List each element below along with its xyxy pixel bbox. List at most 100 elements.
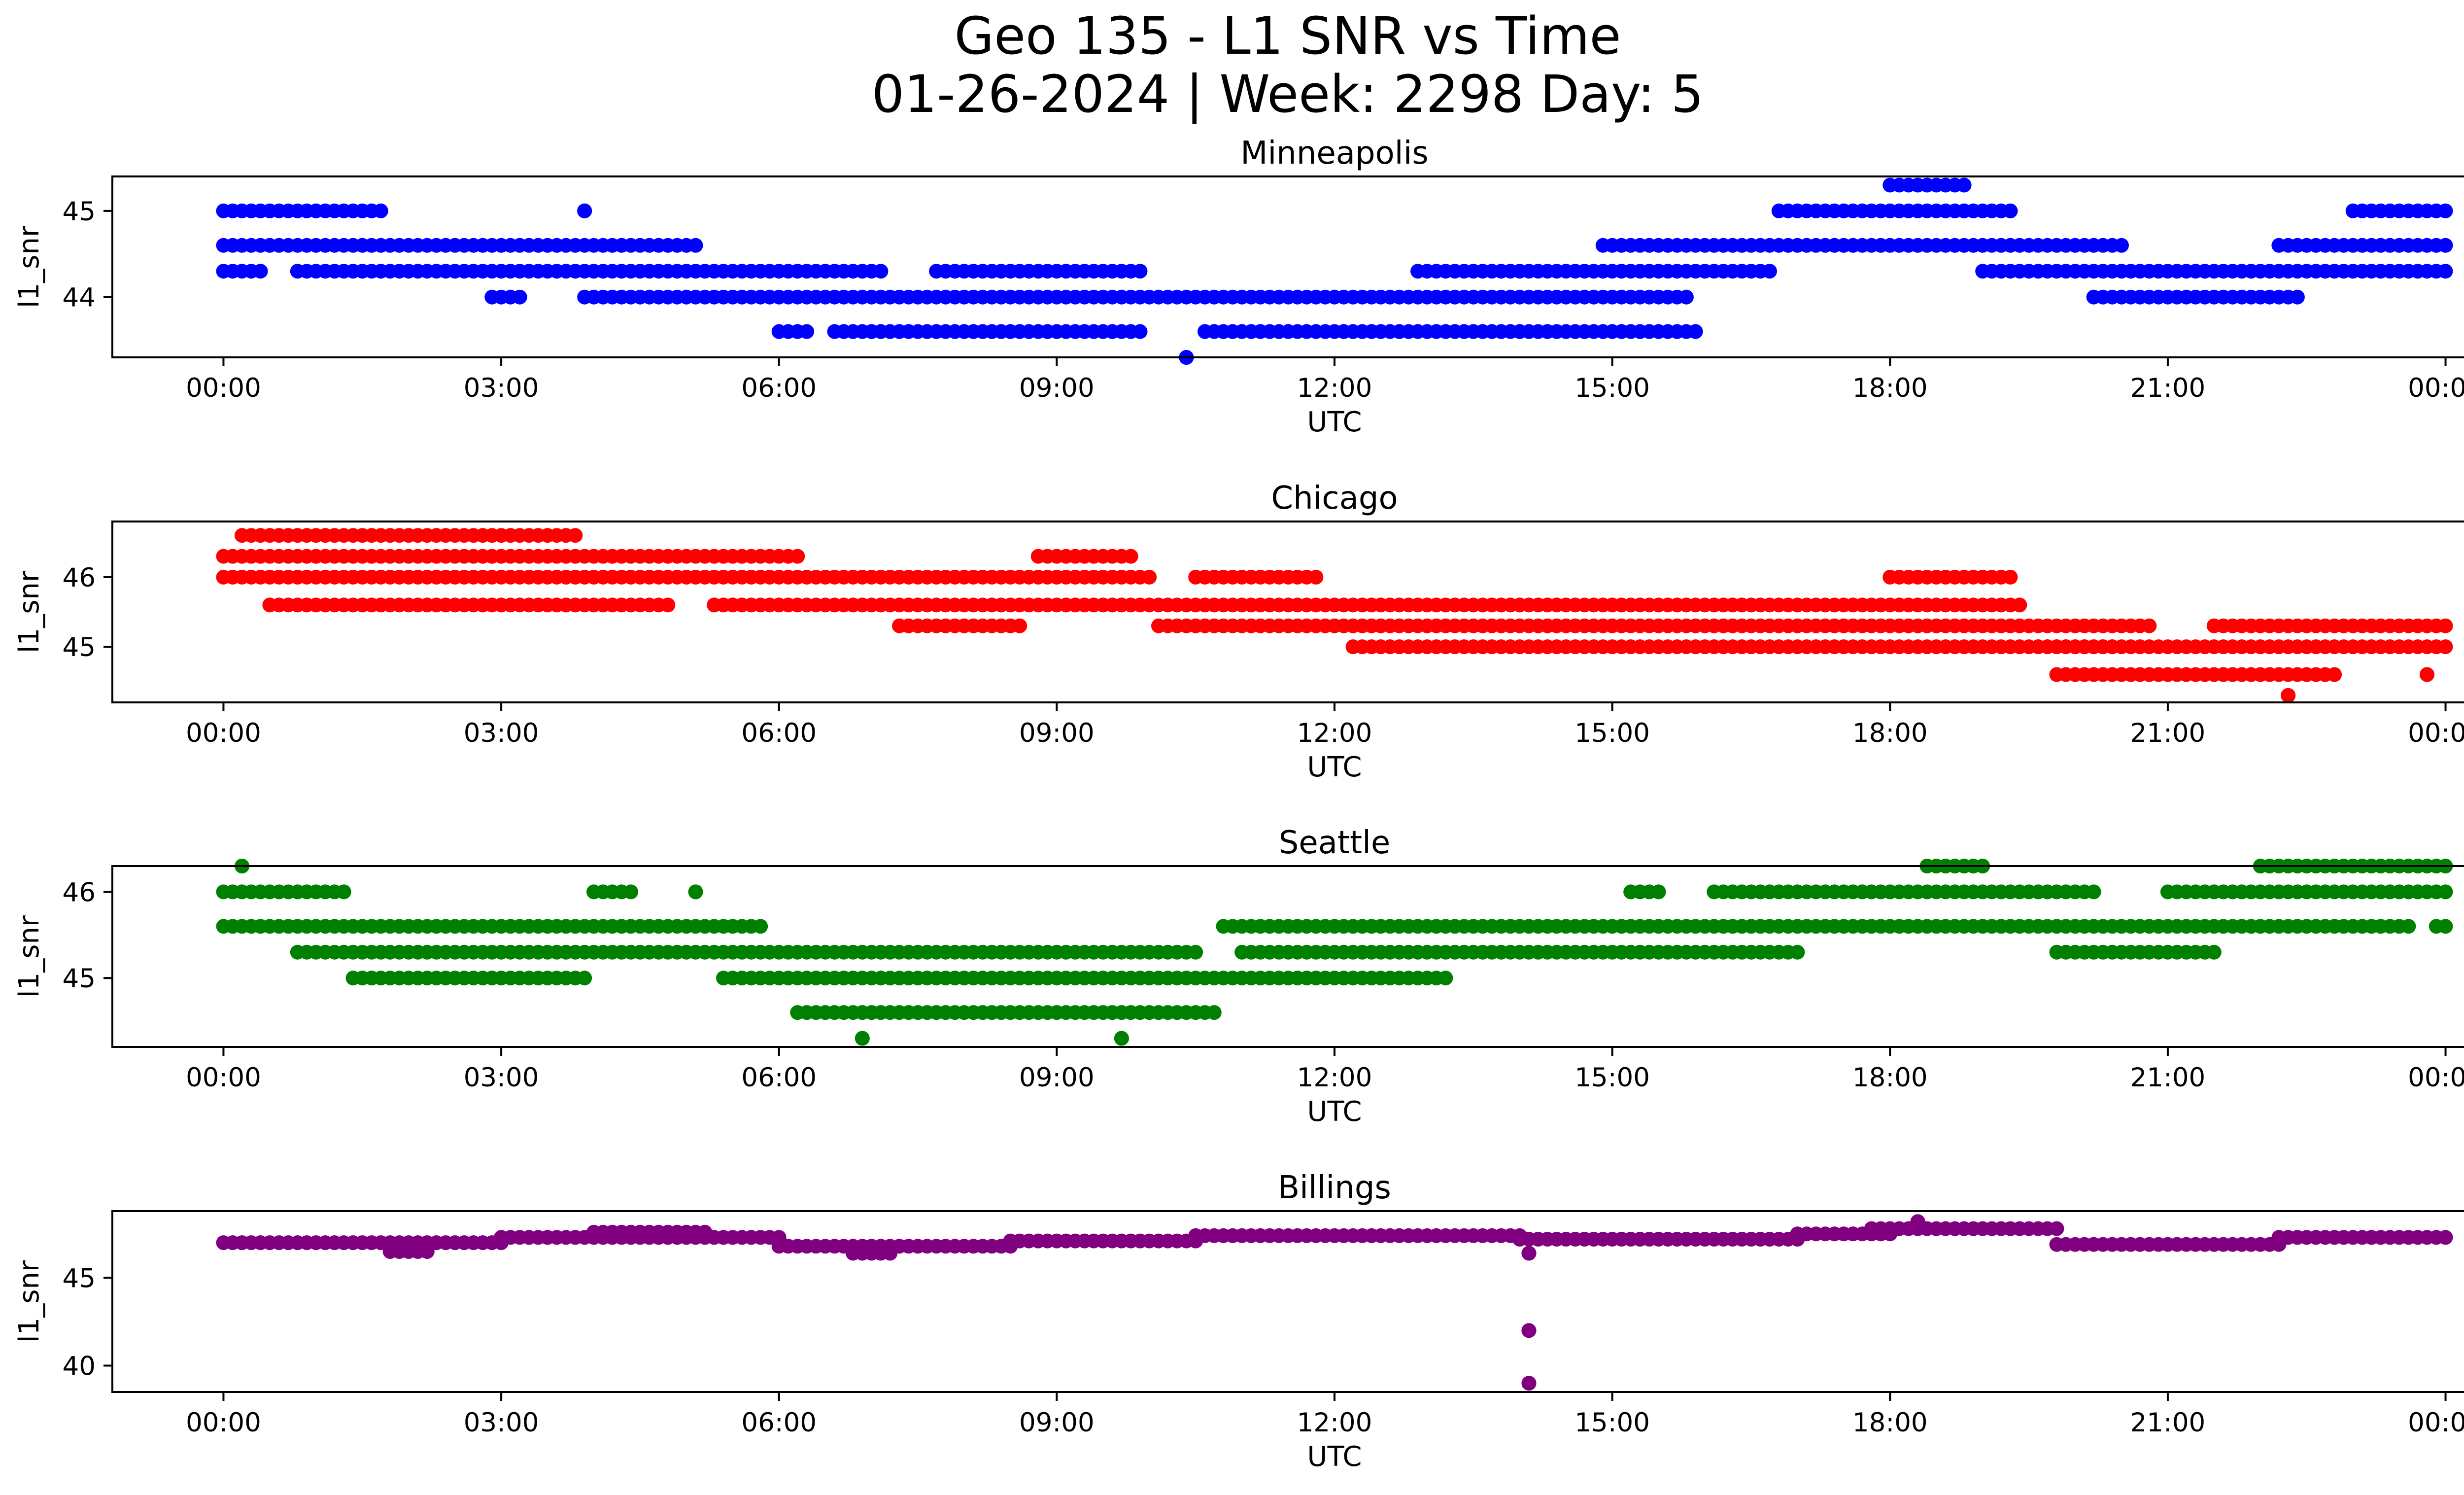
data-point: [1188, 944, 1203, 960]
data-point: [419, 1244, 435, 1259]
data-point: [697, 1224, 713, 1240]
data-point: [1688, 324, 1703, 339]
x-tick-label: 09:00: [1019, 373, 1095, 403]
data-point: [883, 1246, 898, 1261]
scatter-points: [216, 177, 2453, 365]
data-point: [336, 884, 351, 900]
x-tick-label: 15:00: [1574, 373, 1650, 403]
x-tick-label: 12:00: [1297, 1408, 1372, 1438]
x-tick-label: 09:00: [1019, 718, 1095, 748]
x-tick-label: 18:00: [1852, 1408, 1928, 1438]
y-tick-label: 46: [63, 877, 96, 907]
x-tick-label: 00:00: [2408, 373, 2464, 403]
figure-title: Geo 135 - L1 SNR vs Time 01-26-2024 | We…: [0, 7, 2464, 123]
x-tick-label: 21:00: [2130, 1063, 2206, 1093]
data-point: [2142, 618, 2157, 633]
x-tick-label: 21:00: [2130, 1408, 2206, 1438]
y-axis-label: l1_snr: [13, 570, 45, 653]
x-tick-label: 00:00: [2408, 718, 2464, 748]
data-point: [1651, 884, 1666, 900]
data-point: [253, 264, 268, 279]
x-tick-label: 18:00: [1852, 1063, 1928, 1093]
data-point: [2086, 884, 2101, 900]
y-tick-label: 45: [63, 197, 96, 227]
scatter-points: [216, 1214, 2453, 1391]
y-tick-label: 45: [63, 964, 96, 994]
data-point: [688, 238, 703, 253]
data-point: [1012, 618, 1027, 633]
data-point: [799, 324, 815, 339]
panel-seattle: 00:00 03:00 06:00 09:00 12:00 15:00 18:00 21:00…: [13, 825, 2464, 1128]
x-tick-label: 03:00: [464, 718, 539, 748]
data-point: [1123, 549, 1138, 564]
x-tick-label: 00:00: [2408, 1063, 2464, 1093]
panel-title: Minneapolis: [1240, 135, 1428, 172]
data-point: [1956, 177, 1972, 193]
x-axis-label: UTC: [1307, 751, 1362, 783]
data-point: [577, 203, 592, 218]
x-tick-label: 12:00: [1297, 1063, 1372, 1093]
data-point: [2003, 569, 2018, 585]
data-point: [2438, 884, 2453, 900]
y-tick-label: 46: [63, 563, 96, 593]
data-point: [2206, 944, 2222, 960]
x-tick-label: 00:00: [186, 718, 261, 748]
panel-title: Seattle: [1279, 825, 1391, 861]
x-tick-label: 06:00: [741, 1063, 817, 1093]
data-point: [660, 597, 676, 613]
data-point: [2438, 238, 2453, 253]
figure-title-line-2: 01-26-2024 | Week: 2298 Day: 5: [871, 64, 1704, 124]
data-point: [1790, 944, 1805, 960]
data-point: [2438, 919, 2453, 934]
x-tick-label: 09:00: [1019, 1063, 1095, 1093]
y-tick-label: 45: [63, 632, 96, 662]
data-point: [2003, 203, 2018, 218]
data-point: [2114, 238, 2129, 253]
x-tick-label: 18:00: [1852, 718, 1928, 748]
x-axis-label: UTC: [1307, 1441, 1362, 1473]
panel-billings: 00:00 03:00 06:00 09:00 12:00 15:00 18:00 21:00…: [13, 1170, 2464, 1473]
data-point: [512, 289, 527, 305]
x-tick-label: 12:00: [1297, 718, 1372, 748]
scatter-points: [216, 528, 2453, 703]
x-tick-label: 15:00: [1574, 1408, 1650, 1438]
x-tick-label: 06:00: [741, 373, 817, 403]
x-tick-label: 21:00: [2130, 718, 2206, 748]
data-point: [2438, 203, 2453, 218]
x-tick-label: 21:00: [2130, 373, 2206, 403]
y-axis-label: l1_snr: [13, 915, 45, 998]
data-point: [1132, 264, 1148, 279]
data-point: [2401, 919, 2416, 934]
data-point: [1521, 1376, 1537, 1391]
data-point: [1678, 289, 1694, 305]
panel-title: Chicago: [1271, 480, 1398, 517]
x-tick-label: 15:00: [1574, 718, 1650, 748]
data-point: [2281, 688, 2296, 703]
data-point: [873, 264, 889, 279]
data-point: [753, 919, 768, 934]
data-point: [2438, 1230, 2453, 1245]
x-axis-label: UTC: [1307, 406, 1362, 438]
x-tick-label: 12:00: [1297, 373, 1372, 403]
y-axis-label: l1_snr: [13, 1260, 45, 1343]
figure-title-line-1: Geo 135 - L1 SNR vs Time: [954, 6, 1621, 66]
data-point: [1762, 264, 1777, 279]
y-tick-label: 40: [63, 1352, 96, 1382]
x-tick-label: 09:00: [1019, 1408, 1095, 1438]
data-point: [2438, 618, 2453, 633]
data-point: [2049, 1221, 2064, 1236]
y-axis-label: l1_snr: [13, 225, 45, 308]
data-point: [1142, 569, 1157, 585]
x-tick-label: 03:00: [464, 1408, 539, 1438]
scatter-points: [216, 859, 2453, 1046]
data-point: [2290, 289, 2305, 305]
panel-chicago: 00:00 03:00 06:00 09:00 12:00 15:00 18:00 21:00…: [13, 480, 2464, 783]
panel-minneapolis: 00:00 03:00 06:00 09:00 12:00 15:00 18:00 21:00…: [13, 135, 2464, 438]
data-point: [1114, 1031, 1129, 1046]
x-tick-label: 06:00: [741, 718, 817, 748]
x-tick-label: 03:00: [464, 373, 539, 403]
data-point: [1521, 1323, 1537, 1338]
data-point: [2438, 639, 2453, 655]
data-point: [1132, 324, 1148, 339]
